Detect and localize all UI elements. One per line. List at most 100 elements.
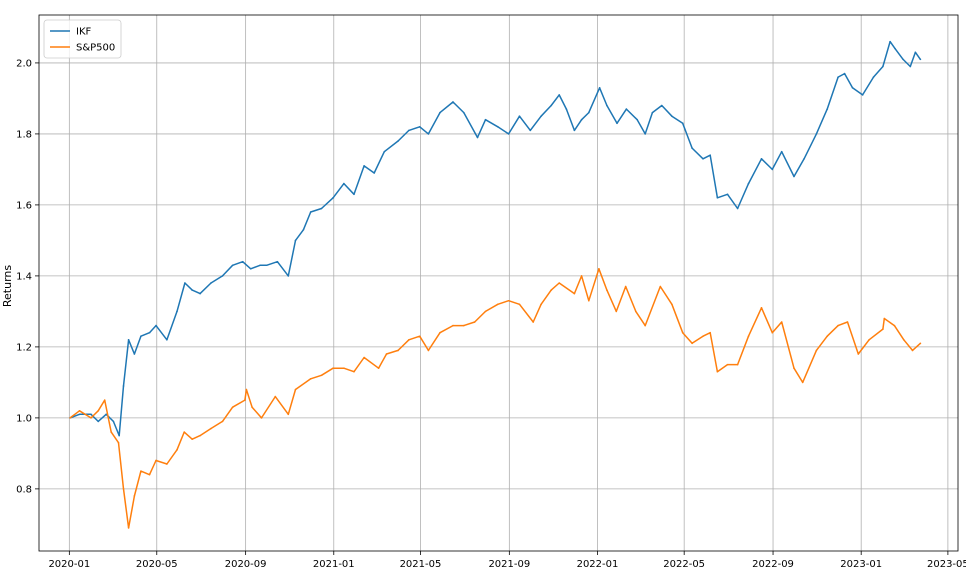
data-point [598, 268, 600, 270]
data-point [439, 331, 441, 334]
data-point [496, 303, 499, 306]
x-tick-label: 2022-09 [752, 559, 794, 570]
data-point [259, 264, 261, 267]
x-tick-label: 2023-01 [840, 559, 882, 570]
data-point [902, 58, 904, 61]
data-point [191, 438, 193, 440]
data-point [883, 317, 886, 320]
data-point [221, 420, 224, 423]
data-point [660, 104, 663, 107]
data-point [184, 282, 186, 284]
data-point [176, 449, 178, 451]
data-point [363, 356, 365, 359]
data-point [320, 374, 323, 377]
data-point [309, 378, 312, 380]
data-point [518, 115, 521, 117]
data-point [644, 133, 646, 135]
data-point [484, 118, 487, 121]
data-point [383, 150, 386, 153]
data-point [793, 175, 795, 178]
data-point [529, 129, 532, 132]
data-point [716, 197, 719, 199]
data-point [616, 122, 618, 125]
data-point [747, 182, 750, 185]
data-point [276, 260, 279, 263]
data-point [463, 111, 465, 114]
data-point [826, 335, 829, 338]
data-point [90, 417, 92, 419]
data-point [244, 399, 246, 401]
data-point [760, 157, 763, 160]
data-point [893, 324, 896, 327]
data-point [709, 331, 711, 334]
data-point [558, 94, 560, 96]
data-point [294, 239, 297, 242]
data-point [550, 289, 553, 291]
data-point [249, 268, 252, 270]
data-point [302, 228, 305, 231]
data-point [385, 353, 388, 355]
data-point [771, 331, 774, 334]
data-point [112, 420, 115, 423]
data-point [427, 133, 430, 135]
data-point [452, 101, 454, 103]
data-point [452, 324, 454, 327]
y-tick-label: 1.2 [16, 342, 32, 353]
series-line [69, 268, 921, 529]
data-point [671, 115, 673, 117]
data-point [681, 331, 684, 334]
data-point [117, 441, 120, 444]
y-tick-label: 1.6 [16, 200, 32, 211]
data-point [78, 413, 81, 416]
data-point [103, 399, 106, 401]
data-point [148, 331, 151, 334]
data-point [532, 321, 534, 323]
y-tick-label: 0.8 [16, 484, 32, 495]
data-point [681, 122, 684, 125]
y-tick-label: 2.0 [16, 58, 32, 69]
data-point [760, 307, 763, 309]
data-point [588, 111, 590, 114]
data-point [309, 211, 312, 213]
data-point [127, 338, 130, 341]
data-point [702, 335, 704, 338]
data-point [418, 335, 421, 338]
x-tick-label: 2020-09 [225, 559, 267, 570]
data-point [558, 282, 560, 284]
data-point [210, 427, 212, 430]
data-point [837, 76, 839, 78]
data-point [882, 65, 884, 68]
data-point [671, 303, 673, 306]
x-tick-label: 2022-05 [663, 559, 705, 570]
data-point [78, 409, 81, 412]
data-point [518, 303, 521, 306]
legend-label: S&P500 [76, 43, 115, 54]
data-point [155, 324, 157, 327]
data-point [140, 335, 142, 338]
data-point [803, 157, 805, 160]
data-point [911, 349, 914, 352]
data-point [815, 133, 818, 135]
data-point [97, 409, 100, 412]
data-point [294, 388, 297, 391]
data-point [894, 47, 896, 50]
data-point [565, 108, 568, 110]
data-point [801, 381, 804, 384]
legend-box [43, 19, 122, 59]
data-point [199, 434, 201, 437]
data-point [726, 363, 729, 366]
data-point [716, 370, 719, 373]
data-point [127, 527, 130, 529]
axes: 2020-01 2020-05 2020-09 2021-01 2021-05 2021-… [16, 14, 966, 570]
data-point [580, 275, 583, 277]
data-point [353, 193, 355, 196]
data-point [191, 289, 193, 291]
data-point [793, 367, 795, 369]
legend-label: IKF [76, 27, 92, 38]
y-tick-label: 1.0 [16, 413, 32, 424]
data-point [245, 388, 248, 391]
data-point [484, 310, 487, 313]
data-point [826, 108, 829, 110]
